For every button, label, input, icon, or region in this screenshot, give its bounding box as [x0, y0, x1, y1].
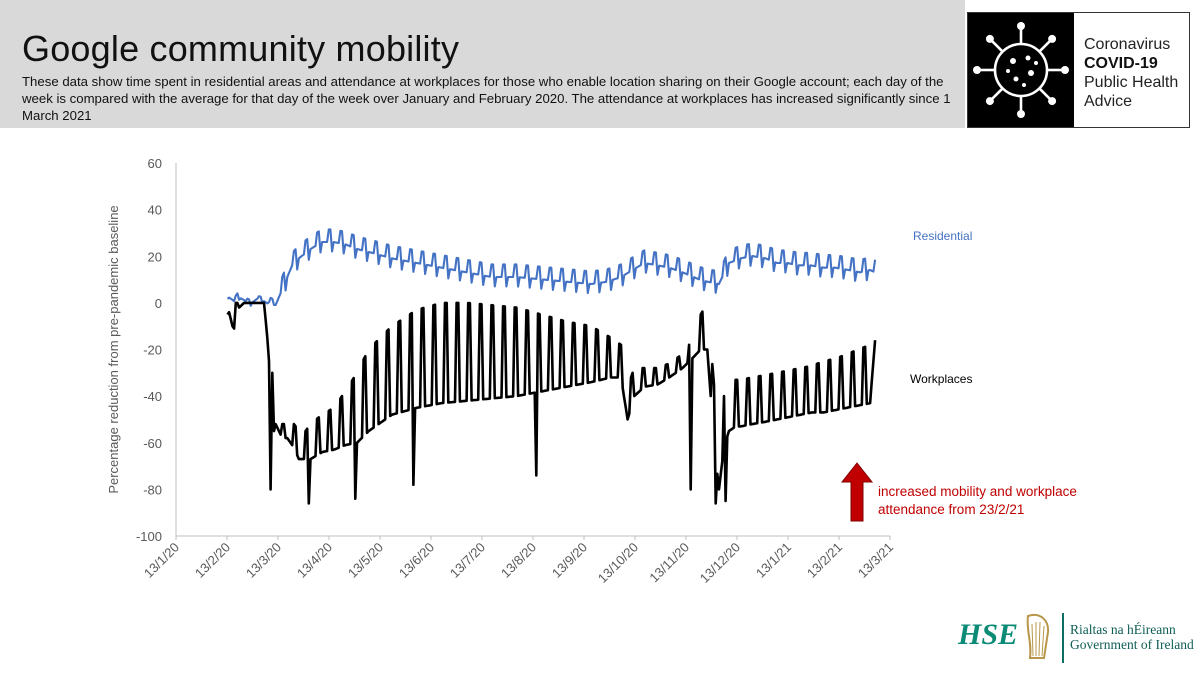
- x-tick-label: 13/6/20: [396, 540, 437, 581]
- y-tick-label: 0: [155, 296, 162, 311]
- badge-line-3: Public Health: [1084, 74, 1179, 91]
- x-tick-label: 13/4/20: [294, 540, 335, 581]
- workplaces-series-label: Workplaces: [910, 372, 972, 386]
- x-tick-label: 13/9/20: [549, 540, 590, 581]
- x-tick-label: 13/3/20: [243, 540, 284, 581]
- x-tick-label: 13/1/20: [141, 540, 182, 581]
- badge-text: Coronavirus COVID-19 Public Health Advic…: [1084, 35, 1178, 111]
- harp-icon: [1022, 612, 1052, 662]
- residential-series-line: [226, 228, 877, 307]
- government-of-ireland-logo: Rialtas na hÉireann Government of Irelan…: [1070, 622, 1194, 652]
- annotation-line-2: attendance from 23/2/21: [878, 502, 1024, 517]
- coronavirus-icon: [968, 13, 1074, 127]
- y-tick-label: 20: [148, 249, 162, 264]
- y-tick-label: -100: [136, 529, 162, 544]
- workplaces-series-line: [226, 301, 877, 505]
- x-tick-label: 13/12/20: [697, 540, 743, 586]
- gov-line-1: Rialtas na hÉireann: [1070, 622, 1176, 637]
- y-tick-label: -60: [143, 436, 162, 451]
- hse-logo: HSE: [958, 618, 1019, 651]
- page-subtitle: These data show time spent in residentia…: [22, 74, 951, 123]
- x-tick-label: 13/5/20: [345, 540, 386, 581]
- x-tick-label: 13/2/21: [804, 540, 845, 581]
- y-tick-label: -40: [143, 389, 162, 404]
- y-axis-title: Percentage reduction from pre-pandemic b…: [106, 205, 121, 493]
- y-tick-label: 40: [148, 203, 162, 218]
- annotation-line-1: increased mobility and workplace: [878, 484, 1077, 499]
- x-tick-label: 13/10/20: [595, 540, 641, 586]
- badge-line-4: Advice: [1084, 93, 1133, 110]
- header-banner: [0, 0, 965, 128]
- badge-line-2: COVID-19: [1084, 55, 1158, 72]
- covid-badge: Coronavirus COVID-19 Public Health Advic…: [967, 12, 1190, 128]
- x-tick-label: 13/7/20: [447, 540, 488, 581]
- page-title: Google community mobility: [22, 28, 460, 69]
- x-tick-label: 13/11/20: [646, 540, 692, 586]
- x-tick-label: 13/2/20: [192, 540, 233, 581]
- x-tick-label: 13/8/20: [498, 540, 539, 581]
- residential-series-label: Residential: [913, 229, 972, 243]
- up-arrow-icon: [840, 462, 874, 522]
- y-tick-label: 60: [148, 156, 162, 171]
- badge-line-1: Coronavirus: [1084, 36, 1171, 53]
- x-tick-label: 13/1/21: [753, 540, 794, 581]
- gov-line-2: Government of Ireland: [1070, 637, 1194, 652]
- y-tick-label: -20: [143, 343, 162, 358]
- footer-divider: [1062, 613, 1064, 663]
- y-tick-label: -80: [143, 482, 162, 497]
- x-tick-label: 13/3/21: [855, 540, 896, 581]
